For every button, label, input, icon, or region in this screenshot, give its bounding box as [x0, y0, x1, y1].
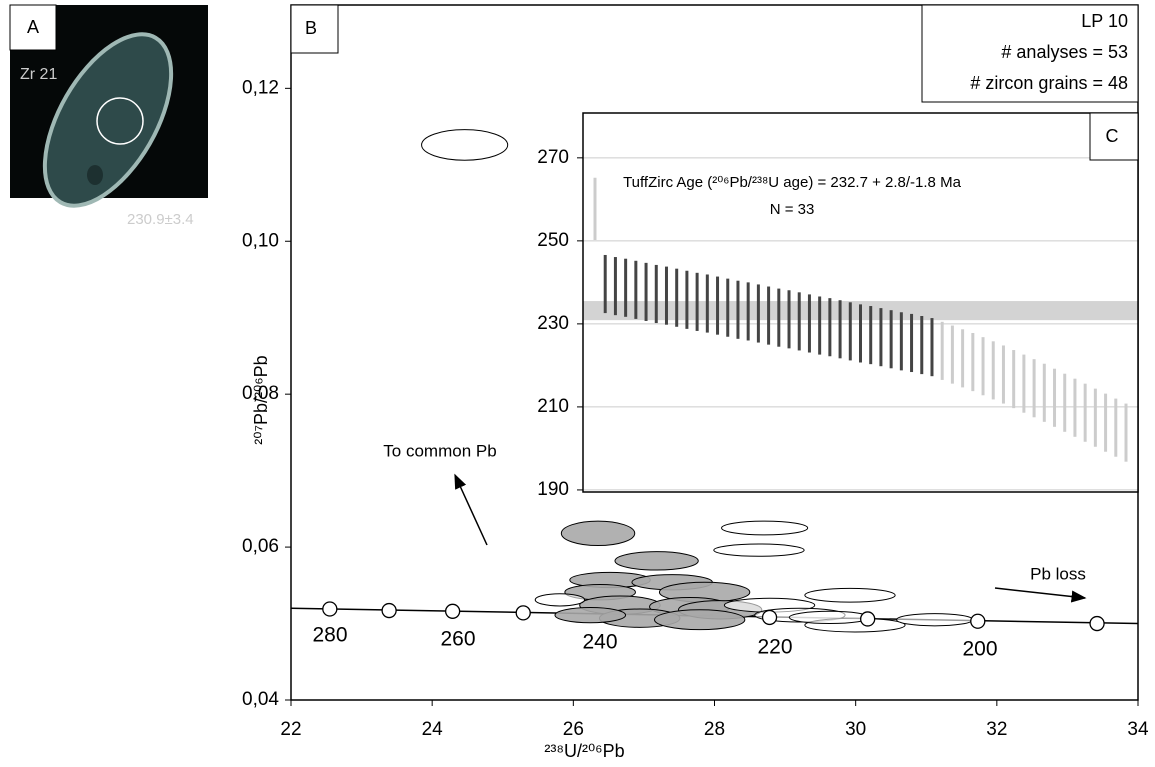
error-ellipse — [614, 551, 699, 571]
panel-label-box — [290, 4, 339, 54]
age-marker — [444, 603, 461, 619]
error-ellipse — [534, 593, 586, 607]
x-tick-label: 28 — [704, 719, 725, 740]
info-line: # analyses = 53 — [1001, 42, 1128, 62]
error-ellipse — [421, 129, 509, 161]
annotation: Pb loss — [1030, 564, 1086, 583]
x-tick-label: 32 — [986, 719, 1007, 740]
plot-c: 190 210 230 250 270 C TuffZirc Age (²⁰⁶Pb/²³⁸U… — [537, 112, 1139, 500]
zircon-grain — [42, 32, 174, 208]
panel-label-box — [1089, 112, 1139, 161]
age-marker — [761, 609, 778, 626]
x-axis-label: ²³⁸U/²⁰⁶Pb — [544, 741, 624, 761]
panel-a: A Zr 21 230.9±3.4 — [9, 4, 208, 270]
inclusion — [87, 165, 103, 185]
inset-frame — [582, 112, 1139, 493]
y-tick-label: 0,12 — [242, 77, 279, 98]
y-tick-label: 0,08 — [242, 383, 279, 404]
inset-title: TuffZirc Age (²⁰⁶Pb/²³⁸U age) = 232.7 + … — [623, 174, 961, 191]
error-ellipse — [560, 520, 636, 547]
error-ellipse — [654, 609, 746, 631]
age-marker — [1089, 615, 1105, 632]
age-marker — [860, 611, 876, 627]
error-ellipse — [804, 587, 896, 603]
arrow — [454, 473, 488, 546]
y-tick-label: 270 — [537, 147, 569, 168]
y-tick-label: 190 — [537, 479, 569, 500]
y-tick-label: 0,04 — [242, 689, 279, 710]
age-marker — [322, 601, 338, 617]
y-axis-label: ²⁰⁷Pb/²⁰⁶Pb — [251, 355, 271, 444]
grain-label: Zr 21 — [20, 66, 57, 83]
info-line: LP 10 — [1081, 11, 1128, 31]
age-label: 240 — [582, 631, 617, 654]
y-tick-label: 0,10 — [242, 230, 279, 251]
inset-subtitle: N = 33 — [770, 201, 815, 218]
age-marker — [515, 605, 531, 621]
info-line: # zircon grains = 48 — [970, 73, 1128, 93]
y-tick-label: 0,06 — [242, 536, 279, 557]
error-ellipse — [713, 543, 805, 557]
spot-age: 230.9±3.4 — [127, 211, 194, 228]
x-tick-label: 34 — [1127, 719, 1149, 740]
error-ellipse — [896, 613, 974, 627]
age-label: 220 — [757, 636, 792, 659]
panel-label-box — [9, 4, 57, 51]
y-tick-label: 230 — [537, 313, 569, 334]
y-tick-label: 250 — [537, 230, 569, 251]
age-marker — [381, 602, 397, 619]
age-label: 260 — [440, 628, 475, 651]
annotation: To common Pb — [383, 441, 496, 460]
error-ellipse — [788, 610, 871, 625]
plot-b: 22 24 26 28 30 32 34 0,04 0,06 0,08 0,10 0,12 ²³⁸U/²… — [242, 4, 1149, 761]
scale-bar — [30, 265, 140, 270]
error-ellipse — [721, 520, 809, 536]
age-label: 280 — [312, 624, 347, 647]
x-tick-label: 22 — [280, 719, 301, 740]
x-tick-label: 30 — [845, 719, 866, 740]
error-ellipse — [554, 606, 627, 624]
x-tick-label: 26 — [563, 719, 584, 740]
arrow — [994, 587, 1087, 603]
panel-label: C — [1106, 126, 1119, 146]
age-marker — [970, 613, 986, 629]
y-tick-label: 210 — [537, 396, 569, 417]
spot — [96, 97, 144, 145]
panel-label: A — [27, 17, 39, 37]
x-tick-label: 24 — [422, 719, 444, 740]
panel-label: B — [305, 18, 317, 38]
age-label: 200 — [962, 638, 997, 661]
info-box — [921, 4, 1139, 103]
